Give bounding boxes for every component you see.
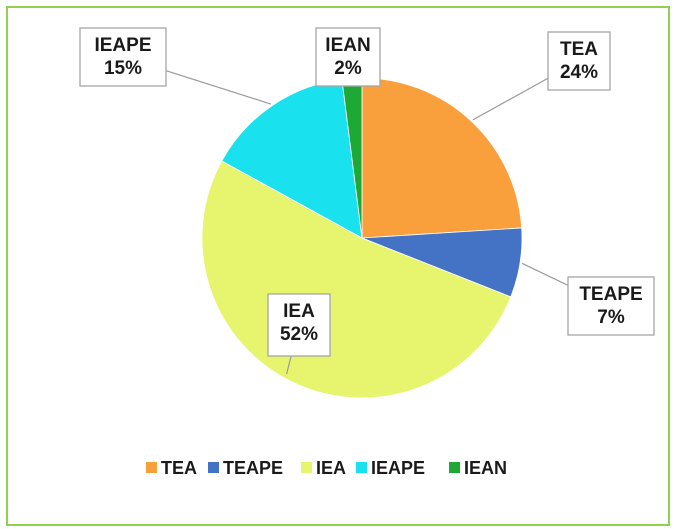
data-label-box bbox=[567, 276, 655, 336]
legend-item-ieape: IEAPE bbox=[356, 458, 425, 478]
data-label-percent: 24% bbox=[560, 62, 598, 83]
legend-label: IEAPE bbox=[371, 458, 425, 478]
legend-item-teape: TEAPE bbox=[208, 458, 283, 478]
pie-slice-tea bbox=[361, 77, 523, 239]
data-label-category: IEA bbox=[283, 301, 315, 322]
legend-label: TEAPE bbox=[223, 458, 283, 478]
data-label-category: IEAN bbox=[325, 35, 370, 56]
legend-item-tea: TEA bbox=[146, 458, 197, 478]
data-label-box bbox=[267, 293, 331, 357]
legend-swatch bbox=[208, 462, 219, 473]
pie-slices bbox=[201, 77, 523, 399]
data-label-percent: 15% bbox=[104, 58, 142, 79]
legend: TEA TEAPE IEA IEAPE IEAN bbox=[146, 458, 507, 478]
legend-label: IEA bbox=[316, 458, 346, 478]
data-label-category: TEAPE bbox=[579, 284, 642, 305]
data-label-percent: 7% bbox=[597, 307, 625, 328]
data-label-category: IEAPE bbox=[94, 35, 151, 56]
legend-item-iea: IEA bbox=[301, 458, 346, 478]
legend-label: IEAN bbox=[464, 458, 507, 478]
data-label-box bbox=[547, 31, 611, 91]
legend-label: TEA bbox=[161, 458, 197, 478]
data-label-percent: 52% bbox=[280, 324, 318, 345]
legend-swatch bbox=[146, 462, 157, 473]
data-label-percent: 2% bbox=[334, 58, 362, 79]
legend-swatch bbox=[301, 462, 312, 473]
data-label-category: TEA bbox=[560, 39, 598, 60]
legend-item-iean: IEAN bbox=[449, 458, 507, 478]
legend-swatch bbox=[449, 462, 460, 473]
data-label-box bbox=[315, 27, 381, 87]
data-label-box bbox=[79, 27, 167, 87]
legend-swatch bbox=[356, 462, 367, 473]
